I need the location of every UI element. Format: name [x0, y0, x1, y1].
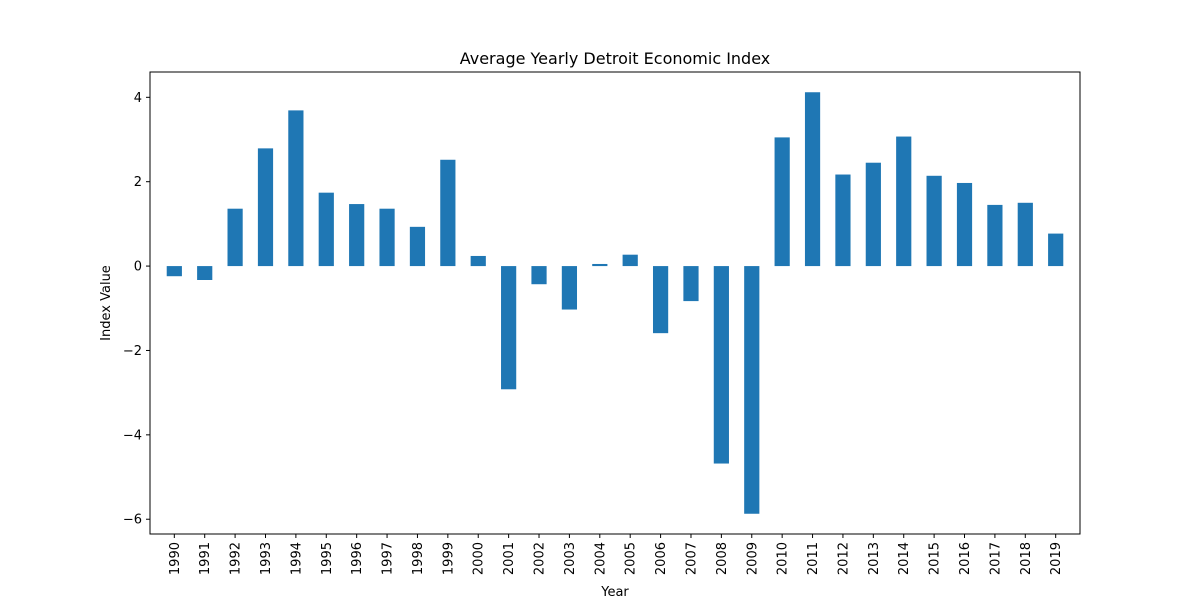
bar-2007 [683, 266, 699, 302]
x-axis: 1990 1991 1992 1993 1994 1995 1996 1997 1998 1999… [168, 534, 1064, 575]
bar-2000 [470, 255, 486, 267]
bar-2019 [1048, 233, 1064, 267]
x-tick-label: 2010 [776, 542, 791, 575]
bar-1996 [349, 204, 365, 267]
bar-1992 [227, 208, 243, 267]
bar-2009 [744, 266, 760, 514]
x-tick-label: 2011 [806, 542, 821, 575]
x-tick-label: 1992 [229, 542, 244, 575]
bar-2002 [531, 266, 547, 285]
chart-title: Average Yearly Detroit Economic Index [460, 49, 771, 68]
x-tick-label: 1995 [320, 542, 335, 575]
x-tick-label: 1991 [198, 542, 213, 575]
x-tick-label: 2015 [928, 542, 943, 575]
x-tick-label: 1998 [411, 542, 426, 575]
x-tick-label: 2003 [563, 542, 578, 575]
bar-1990 [166, 266, 182, 277]
bar-2015 [926, 175, 942, 267]
bar-1999 [440, 159, 456, 267]
x-tick-label: 1994 [289, 542, 304, 575]
x-tick-label: 1999 [441, 542, 456, 575]
x-tick-label: 2016 [958, 542, 973, 575]
bar-2001 [501, 266, 517, 390]
x-tick-label: 2019 [1049, 542, 1064, 575]
y-tick-label: −4 [123, 428, 142, 443]
x-tick-label: 2005 [624, 542, 639, 575]
bar-1995 [318, 192, 334, 267]
x-tick-label: 1990 [168, 542, 183, 575]
bar-2013 [865, 162, 881, 267]
bar-2003 [561, 266, 578, 310]
bar-2004 [592, 263, 608, 267]
y-axis-label: Index Value [99, 265, 114, 341]
y-tick-label: 0 [134, 260, 142, 275]
plot-frame [149, 71, 1081, 535]
y-tick-label: −2 [123, 344, 142, 359]
bars [166, 92, 1064, 514]
x-tick-label: 2018 [1019, 542, 1034, 575]
bar-1991 [197, 266, 213, 280]
bar-1994 [288, 110, 304, 267]
bar-2018 [1017, 202, 1033, 267]
x-tick-label: 2012 [836, 542, 851, 575]
x-tick-label: 1993 [259, 542, 274, 575]
x-tick-label: 2001 [502, 542, 517, 575]
x-tick-label: 2002 [533, 542, 548, 575]
y-tick-label: 2 [134, 175, 142, 190]
x-tick-label: 1997 [381, 542, 396, 575]
x-tick-label: 1996 [350, 542, 365, 575]
x-tick-label: 2013 [867, 542, 882, 575]
x-tick-label: 2009 [745, 542, 760, 575]
bar-2012 [835, 174, 851, 267]
bar-2010 [774, 137, 790, 267]
bar-2011 [804, 92, 821, 267]
y-tick-label: −6 [123, 513, 142, 528]
x-tick-label: 2017 [988, 542, 1003, 575]
bar-2014 [896, 136, 912, 267]
bar-2008 [713, 266, 729, 464]
y-tick-label: 4 [134, 91, 142, 106]
x-tick-label: 2008 [715, 542, 730, 575]
bar-2017 [987, 204, 1003, 267]
x-tick-label: 2000 [472, 542, 487, 575]
bar-1997 [379, 208, 395, 267]
x-tick-label: 2004 [593, 542, 608, 575]
bar-1998 [409, 226, 426, 267]
bar-1993 [257, 148, 274, 267]
bar-2005 [622, 254, 638, 267]
x-tick-label: 2006 [654, 542, 669, 575]
x-tick-label: 2014 [897, 542, 912, 575]
bar-2016 [956, 182, 973, 267]
x-tick-label: 2007 [684, 542, 699, 575]
x-axis-label: Year [600, 585, 629, 600]
y-axis: −6 −4 −2 0 2 4 [123, 91, 150, 528]
bar-2006 [652, 266, 669, 334]
